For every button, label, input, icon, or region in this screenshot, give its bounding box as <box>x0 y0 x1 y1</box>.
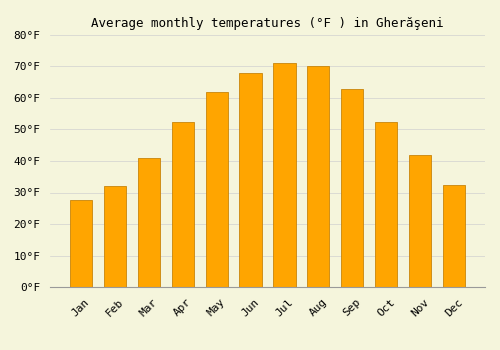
Bar <box>70 200 92 287</box>
Bar <box>274 63 295 287</box>
Bar <box>409 155 432 287</box>
Title: Average monthly temperatures (°F ) in Gherăşeni: Average monthly temperatures (°F ) in Gh… <box>91 17 444 30</box>
Bar <box>376 121 398 287</box>
Bar <box>342 89 363 287</box>
Bar <box>308 66 330 287</box>
Bar <box>240 73 262 287</box>
Bar <box>104 186 126 287</box>
Bar <box>206 92 228 287</box>
Bar <box>138 158 160 287</box>
Bar <box>443 184 465 287</box>
Bar <box>172 121 194 287</box>
